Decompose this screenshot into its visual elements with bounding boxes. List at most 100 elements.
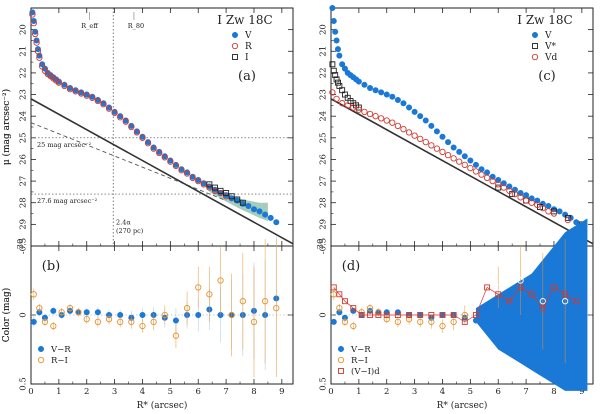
- data-point: [483, 174, 491, 181]
- data-point: [183, 304, 191, 312]
- data-point: [172, 317, 179, 324]
- data-point: [489, 177, 496, 185]
- data-point: [256, 208, 263, 215]
- data-point: [472, 317, 479, 324]
- color-uncertainty-band: [475, 218, 588, 391]
- y-tick-label: 0.5: [319, 377, 329, 391]
- panel-label: (d): [342, 259, 360, 274]
- data-point: [367, 312, 373, 318]
- data-point: [372, 113, 379, 120]
- data-point: [29, 9, 36, 16]
- y-tick-label: 21: [19, 46, 29, 57]
- data-point: [372, 87, 379, 94]
- data-point: [389, 119, 396, 126]
- x-tick-label: 8: [551, 387, 556, 397]
- series-VId-points: [330, 284, 580, 325]
- data-point: [250, 318, 258, 326]
- data-point: [428, 122, 435, 129]
- exponential-fit-line: [30, 98, 294, 245]
- data-point: [330, 67, 337, 74]
- data-point: [36, 54, 43, 61]
- data-point: [341, 298, 348, 305]
- y-axis-label: Color (mag): [1, 288, 12, 342]
- data-point: [341, 318, 349, 326]
- data-point: [428, 142, 435, 149]
- y-tick-label: 28: [19, 197, 29, 208]
- reff-label: R_eff: [81, 22, 99, 30]
- data-point: [550, 210, 558, 217]
- data-point: [534, 197, 541, 204]
- data-point: [267, 214, 274, 221]
- scale-pc-label: (270 pc): [116, 227, 144, 235]
- data-point: [339, 61, 346, 68]
- data-point: [330, 284, 337, 291]
- data-point: [329, 89, 336, 96]
- data-point: [400, 100, 407, 107]
- data-point: [394, 318, 402, 326]
- series-R-points: [29, 11, 230, 200]
- data-point: [150, 318, 157, 326]
- x-tick-label: 0: [328, 387, 333, 397]
- data-point: [117, 114, 124, 121]
- data-point: [495, 284, 502, 291]
- data-point: [445, 139, 452, 146]
- data-point: [332, 28, 339, 35]
- data-point: [450, 155, 457, 162]
- legend-marker: [337, 356, 345, 364]
- data-point: [539, 204, 546, 212]
- data-point: [333, 95, 340, 103]
- data-point: [206, 291, 213, 298]
- data-point: [50, 322, 57, 330]
- x-tick-label: 5: [168, 387, 173, 397]
- data-point: [128, 123, 135, 131]
- data-point: [433, 145, 441, 152]
- y-axis-label: μ (mag arcsec⁻²): [1, 89, 12, 165]
- series-I-points: [206, 181, 246, 206]
- data-point: [72, 88, 79, 95]
- legend-label: R: [245, 42, 252, 52]
- data-point: [34, 48, 42, 55]
- data-point: [528, 199, 535, 206]
- x-tick-label: 7: [523, 387, 528, 397]
- legend-label: V*: [544, 42, 556, 52]
- scale-label: 2.4α: [116, 218, 131, 226]
- data-point: [94, 318, 102, 326]
- data-point: [461, 153, 468, 160]
- data-point: [528, 291, 535, 298]
- data-point: [34, 46, 41, 53]
- data-point: [561, 298, 569, 305]
- y-tick-label: 28: [319, 197, 329, 208]
- y-tick-label: 27: [19, 176, 29, 187]
- data-point: [378, 115, 385, 122]
- data-point: [195, 284, 202, 291]
- data-point: [478, 171, 485, 178]
- data-point: [338, 100, 346, 107]
- data-point: [234, 197, 241, 204]
- data-point: [336, 291, 343, 298]
- data-point: [411, 108, 418, 115]
- y-tick-label: 20: [19, 24, 29, 35]
- data-point: [150, 145, 157, 152]
- data-point: [33, 37, 40, 44]
- x-tick-label: 8: [251, 387, 256, 397]
- legend-label: V: [244, 31, 252, 41]
- data-point: [484, 169, 491, 176]
- x-tick-label: 5: [468, 387, 473, 397]
- data-point: [66, 85, 74, 93]
- data-point: [217, 277, 224, 284]
- data-point: [61, 82, 68, 90]
- data-point: [383, 315, 390, 323]
- legend-marker: [37, 345, 44, 352]
- data-point: [273, 304, 280, 312]
- y-tick-label: 27: [319, 176, 329, 187]
- data-point: [366, 110, 374, 118]
- legend-marker: [531, 53, 539, 61]
- data-point: [450, 144, 457, 151]
- data-point: [495, 311, 502, 318]
- data-point: [32, 30, 39, 38]
- data-point: [564, 216, 572, 224]
- y-axis-label: Color (mag): [1, 288, 12, 342]
- data-point: [456, 158, 463, 165]
- data-point: [261, 298, 269, 305]
- data-point: [350, 104, 357, 111]
